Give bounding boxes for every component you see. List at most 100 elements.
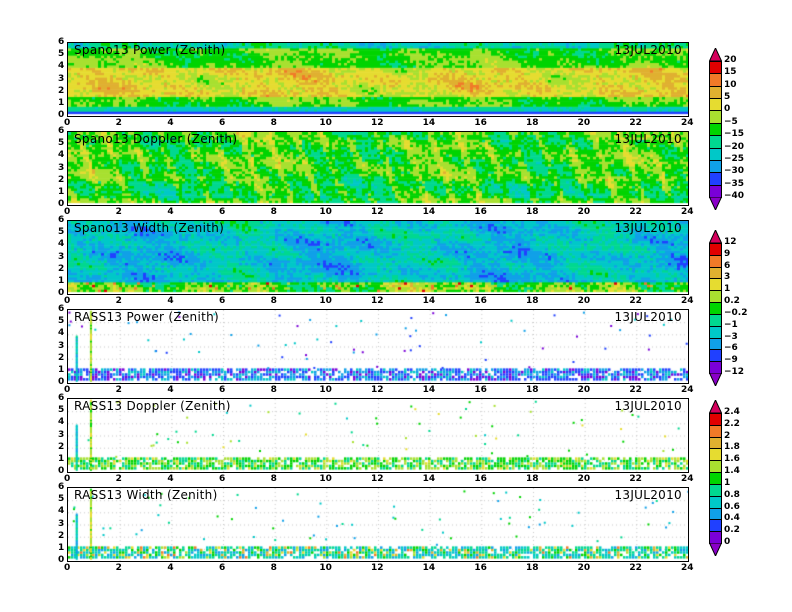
x-tick-label: 12: [371, 385, 384, 395]
x-tick-label: 6: [219, 563, 226, 573]
y-tick-label: 5: [58, 405, 65, 416]
colorbar-level-label: 2.2: [724, 418, 740, 429]
colorbar-top-arrow: [709, 48, 722, 61]
colorbar-bottom-arrow: [709, 543, 722, 556]
colorbar-level-label: 0.6: [724, 501, 740, 512]
y-tick-label: 5: [58, 494, 65, 505]
x-tick-label: 16: [474, 207, 487, 217]
x-tick-label: 0: [64, 207, 71, 217]
colorbar-level-label: 0: [724, 537, 731, 547]
y-tick-label: 3: [58, 73, 65, 84]
x-tick-label: 12: [371, 118, 384, 128]
panel-title: RASS13 Power (Zenith): [74, 310, 219, 324]
x-tick-label: 20: [577, 385, 591, 395]
x-tick-label: 14: [422, 207, 436, 217]
y-tick-label: 2: [58, 352, 65, 363]
y-tick-label: 6: [58, 37, 65, 47]
y-tick-label: 0: [58, 110, 65, 120]
colorbar-swatch: [709, 159, 722, 174]
x-tick-label: 20: [577, 207, 591, 217]
colorbar-swatch: [709, 147, 722, 161]
x-tick-label: 16: [474, 474, 487, 484]
x-tick-label: 2: [115, 474, 122, 484]
x-tick-label: 12: [371, 563, 384, 573]
x-tick-label: 22: [629, 118, 642, 128]
x-tick-label: 6: [219, 207, 226, 217]
panel-date: 13JUL2010: [614, 399, 682, 413]
colorbar-swatch: [709, 184, 722, 198]
colorbar-level-label: −40: [724, 191, 745, 201]
colorbar-level-label: 1: [724, 284, 731, 295]
x-tick-label: 22: [629, 296, 642, 306]
y-tick-label: 1: [58, 97, 65, 108]
colorbar-bottom-arrow: [709, 197, 722, 210]
x-tick-label: 22: [629, 474, 642, 484]
heatmap-canvas-power: [68, 43, 688, 116]
colorbar-top-arrow: [709, 400, 722, 413]
x-tick-label: 0: [64, 474, 71, 484]
x-tick-label: 24: [681, 118, 694, 128]
y-tick-label: 5: [58, 49, 65, 60]
colorbar-top-arrow: [709, 230, 722, 243]
x-tick-label: 12: [371, 207, 384, 217]
y-tick-label: 6: [58, 126, 65, 136]
x-tick-label: 14: [422, 385, 436, 395]
y-tick-label: 6: [58, 215, 65, 225]
x-tick-label: 10: [319, 118, 332, 128]
x-tick-label: 0: [64, 118, 71, 128]
colorbar-swatch: [709, 172, 722, 186]
x-tick-label: 0: [64, 385, 71, 395]
y-tick-label: 2: [58, 530, 65, 541]
y-tick-label: 1: [58, 275, 65, 286]
x-tick-label: 18: [526, 563, 539, 573]
y-tick-label: 5: [58, 138, 65, 149]
x-tick-label: 2: [115, 118, 122, 128]
colorbar-level-label: −6: [724, 343, 738, 354]
x-tick-label: 8: [270, 296, 277, 306]
colorbar-level-label: 1.8: [724, 442, 740, 453]
x-tick-label: 18: [526, 118, 539, 128]
y-tick-label: 0: [58, 199, 65, 209]
colorbar-level-label: 12: [724, 237, 737, 247]
x-tick-label: 20: [577, 296, 591, 306]
colorbar-swatch: [709, 98, 722, 112]
colorbar-level-label: 0.4: [724, 513, 740, 524]
colorbar-level-label: 9: [724, 248, 731, 259]
x-tick-label: 22: [629, 385, 642, 395]
x-tick-label: 14: [422, 296, 436, 306]
x-tick-label: 14: [422, 474, 436, 484]
y-tick-label: 4: [58, 506, 65, 517]
y-tick-label: 6: [58, 482, 65, 492]
x-tick-label: 24: [681, 563, 694, 573]
panel-width: Spano13 Width (Zenith) 13JUL2010: [67, 220, 689, 295]
x-tick-label: 12: [371, 474, 384, 484]
colorbar-level-label: 10: [724, 79, 737, 90]
colorbar-level-label: −0.2: [724, 307, 748, 318]
panel-rass_width: RASS13 Width (Zenith) 13JUL2010: [67, 487, 689, 562]
heatmap-canvas-rass_power: [68, 310, 688, 383]
x-tick-label: 0: [64, 296, 71, 306]
colorbar-level-label: 3: [724, 272, 731, 283]
x-tick-label: 24: [681, 296, 694, 306]
x-tick-label: 10: [319, 296, 332, 306]
heatmap-canvas-rass_doppler: [68, 399, 688, 472]
y-tick-label: 1: [58, 186, 65, 197]
panel-title: RASS13 Width (Zenith): [74, 488, 218, 502]
x-tick-label: 8: [270, 474, 277, 484]
panel-doppler: Spano13 Doppler (Zenith) 13JUL2010: [67, 131, 689, 206]
x-tick-label: 12: [371, 296, 384, 306]
colorbar-swatch: [709, 110, 722, 124]
colorbar-level-label: 1.6: [724, 454, 740, 465]
heatmap-canvas-width: [68, 221, 688, 294]
x-tick-label: 6: [219, 296, 226, 306]
colorbar-bottom-arrow: [709, 373, 722, 386]
panel-rass_doppler: RASS13 Doppler (Zenith) 13JUL2010: [67, 398, 689, 473]
x-tick-label: 20: [577, 474, 591, 484]
colorbar-level-label: −25: [724, 153, 745, 164]
x-tick-label: 4: [167, 385, 174, 395]
x-tick-label: 24: [681, 385, 694, 395]
panel-date: 13JUL2010: [614, 221, 682, 235]
y-tick-label: 4: [58, 328, 65, 339]
x-tick-label: 8: [270, 385, 277, 395]
x-tick-label: 24: [681, 474, 694, 484]
